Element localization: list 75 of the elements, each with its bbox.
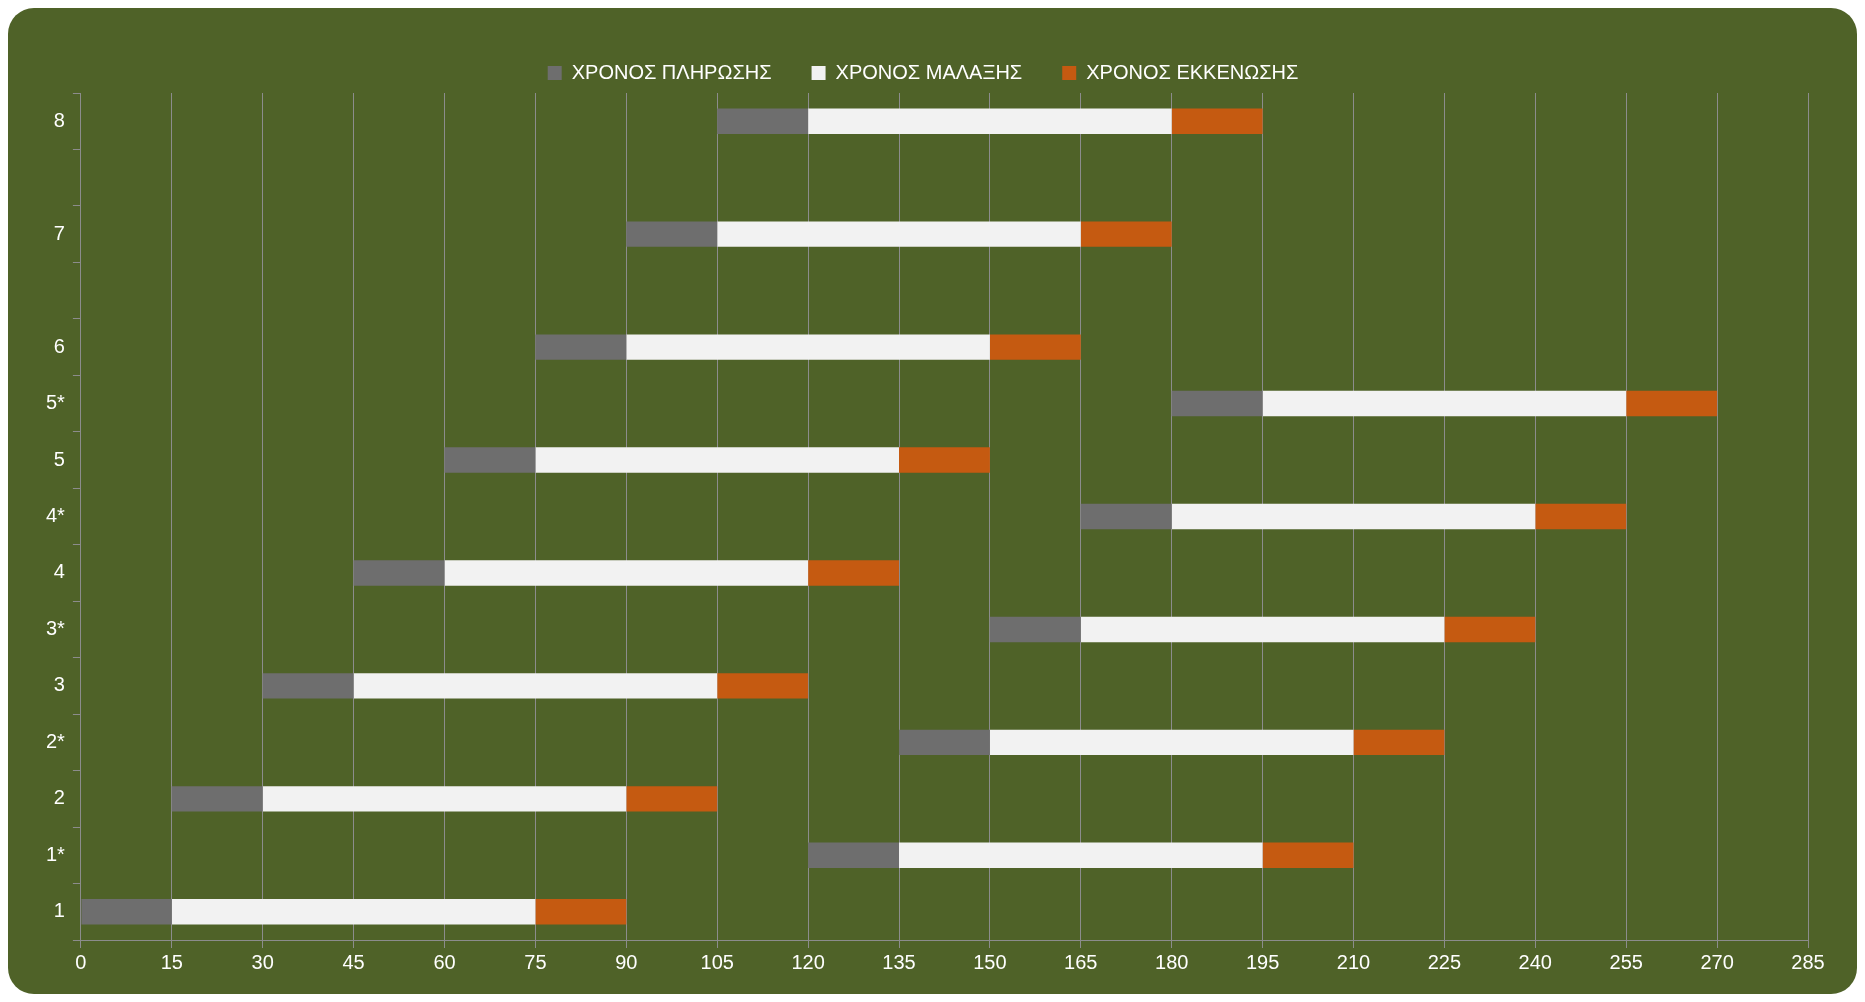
x-tick-label: 240: [1518, 950, 1552, 973]
x-tick-label: 105: [700, 950, 734, 973]
x-tick-label: 180: [1155, 950, 1189, 973]
bar: [353, 673, 718, 699]
x-tick-label: 45: [342, 950, 365, 973]
y-tick-label: 4: [53, 560, 65, 583]
y-tick-label: 1*: [46, 842, 66, 865]
bar: [989, 729, 1354, 756]
bar: [808, 560, 899, 586]
y-tick-label: 5*: [46, 391, 66, 414]
legend-label: ΧΡΟΝΟΣ ΠΛΗΡΩΣΗΣ: [571, 60, 772, 83]
x-tick-label: 210: [1336, 950, 1371, 973]
bar: [808, 108, 1172, 134]
bar: [1171, 108, 1263, 134]
bar: [626, 221, 718, 247]
bar: [1080, 503, 1172, 530]
bar: [1080, 221, 1172, 247]
x-tick-label: 165: [1064, 950, 1098, 973]
bar: [444, 560, 809, 586]
x-tick-label: 270: [1700, 950, 1734, 973]
bar: [1535, 503, 1627, 530]
y-tick-label: 3*: [46, 616, 66, 639]
bar: [1444, 616, 1536, 643]
y-tick-label: 5: [53, 447, 65, 470]
bar: [626, 786, 718, 812]
bar: [1171, 503, 1536, 530]
bar: [444, 447, 536, 473]
bar: [1171, 390, 1263, 417]
x-tick-label: 60: [433, 950, 456, 973]
bar: [989, 334, 1081, 360]
bar: [171, 786, 263, 812]
x-tick-label: 120: [791, 950, 825, 973]
legend-label: ΧΡΟΝΟΣ ΜΑΛΑΞΗΣ: [835, 60, 1023, 83]
x-tick-label: 285: [1791, 950, 1825, 973]
x-tick-label: 255: [1609, 950, 1643, 973]
x-tick-label: 150: [973, 950, 1007, 973]
y-tick-label: 7: [53, 221, 65, 244]
bar: [171, 899, 536, 925]
bar: [899, 447, 990, 473]
x-tick-label: 135: [882, 950, 916, 973]
bar: [989, 616, 1081, 643]
bar: [1262, 390, 1627, 417]
bar: [717, 221, 1081, 247]
bar: [808, 842, 899, 869]
bar: [1353, 729, 1445, 756]
x-tick-label: 15: [160, 950, 183, 973]
x-tick-label: 75: [524, 950, 547, 973]
bar: [1262, 842, 1354, 869]
bar: [535, 899, 627, 925]
y-tick-label: 2*: [46, 729, 66, 752]
bar: [81, 899, 172, 925]
bar: [535, 447, 899, 473]
x-tick-label: 195: [1245, 950, 1280, 973]
x-tick-label: 225: [1427, 950, 1462, 973]
legend-label: ΧΡΟΝΟΣ ΕΚΚΕΝΩΣΗΣ: [1086, 60, 1299, 83]
x-tick-label: 90: [615, 950, 638, 973]
bar: [535, 334, 627, 360]
bar: [353, 560, 445, 586]
bar: [899, 842, 1263, 869]
bar: [626, 334, 990, 360]
y-tick-label: 2: [53, 786, 65, 809]
y-tick-label: 4*: [46, 504, 66, 527]
bar: [262, 786, 627, 812]
bar: [262, 673, 354, 699]
bar: [717, 108, 809, 134]
x-tick-label: 30: [251, 950, 274, 973]
bar: [1626, 390, 1718, 417]
bar: [717, 673, 809, 699]
y-tick-label: 8: [53, 108, 65, 131]
y-tick-label: 6: [53, 334, 65, 357]
y-tick-label: 3: [53, 673, 65, 696]
bar: [1080, 616, 1445, 643]
x-tick-label: 0: [75, 950, 87, 973]
bar: [899, 729, 990, 756]
y-tick-label: 1: [53, 899, 65, 922]
